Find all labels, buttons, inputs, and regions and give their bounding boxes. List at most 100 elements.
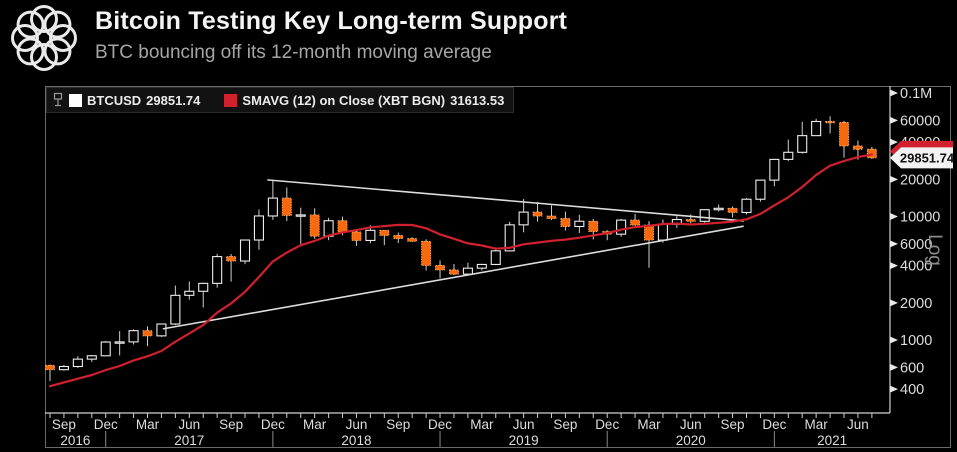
x-month-label: Mar: [637, 417, 661, 432]
y-tick-label: 6000: [900, 237, 932, 253]
x-month-label: Sep: [52, 417, 76, 432]
page-subtitle: BTC bouncing off its 12-month moving ave…: [95, 42, 492, 63]
y-tick-arrow: [890, 363, 898, 371]
candle-2018-06: [351, 231, 362, 241]
logo-loop: [49, 24, 77, 52]
y-tick-label: 4000: [900, 259, 932, 275]
y-axis-labels: 0.1M600004000020000100006000400020001000…: [890, 86, 940, 398]
candle-2018-10: [407, 238, 418, 242]
x-month-label: Sep: [386, 417, 410, 432]
candle-2020-06: [685, 219, 696, 222]
y-tick-arrow: [890, 262, 898, 270]
x-month-label: Mar: [805, 417, 829, 432]
candle-2018-11: [421, 240, 432, 266]
candle-2016-12: [100, 341, 111, 357]
candle-2016-09: [58, 365, 69, 371]
last-price-tag: [890, 147, 953, 169]
candle-2019-01: [449, 269, 459, 275]
trendline-support: [162, 225, 744, 330]
candle-2021-04: [825, 121, 836, 124]
btcusd-series-swatch: [69, 93, 82, 107]
candle-2018-02: [295, 214, 306, 217]
y-tick-arrow: [890, 175, 898, 183]
x-month-label: Dec: [261, 417, 285, 432]
y-tick-arrow: [890, 213, 898, 220]
candle-2017-11: [253, 215, 264, 241]
candle-2020-02: [630, 219, 641, 226]
candle-2019-05: [504, 224, 515, 252]
candle-2020-08: [713, 207, 724, 211]
chart-frame: [45, 86, 951, 448]
y-tick-label: 20000: [900, 172, 940, 188]
candle-2018-07: [365, 229, 376, 241]
x-month-label: Mar: [136, 417, 160, 432]
candle-2020-03: [644, 224, 654, 241]
candle-2017-05: [170, 294, 181, 325]
logo-loop: [30, 5, 58, 33]
candle-2016-08: [45, 364, 55, 371]
candle-2019-07: [532, 211, 543, 217]
y-tick-label: 10000: [900, 210, 940, 226]
y-tick-arrow: [890, 89, 898, 97]
y-tick-label: 60000: [900, 113, 940, 129]
trendline-resistance: [267, 179, 744, 222]
candle-2017-09: [226, 256, 237, 262]
candle-2017-03: [142, 330, 153, 337]
logo-loop: [11, 24, 39, 52]
chart-legend[interactable]: BTCUSD 29851.74 SMAVG (12) on Close (XBT…: [46, 87, 515, 113]
candle-2021-03: [811, 120, 822, 137]
x-year-label: 2016: [60, 433, 90, 448]
smavg-series-value: 31613.53: [450, 92, 505, 108]
x-year-label: 2020: [676, 433, 706, 448]
x-year-label: 2019: [509, 433, 539, 448]
candle-2020-07: [699, 209, 710, 222]
x-year-label: 2017: [174, 433, 204, 448]
logo-loop: [43, 37, 72, 66]
candle-2017-07: [198, 282, 209, 292]
y-tick-arrow: [890, 240, 898, 248]
candle-2019-03: [476, 263, 487, 269]
page-title: Bitcoin Testing Key Long-term Support: [95, 7, 568, 35]
candle-2016-11: [86, 355, 97, 360]
candle-2017-01: [114, 341, 125, 344]
knot-ring-logo-icon: [11, 5, 77, 71]
candle-2020-12: [769, 158, 780, 181]
y-tick-label: 600: [900, 360, 924, 376]
candle-2017-06: [184, 290, 195, 296]
pin-icon[interactable]: [53, 92, 64, 108]
candle-2017-04: [156, 323, 167, 337]
y-tick-label: 0.1M: [900, 86, 932, 102]
candle-2021-05: [839, 121, 849, 147]
x-month-label: Jun: [847, 417, 869, 432]
x-month-label: Mar: [470, 417, 494, 432]
smavg-series-swatch: [224, 93, 238, 107]
candle-2019-08: [546, 215, 557, 219]
candle-2021-06: [852, 145, 863, 150]
log-scale-label[interactable]: Log: [924, 234, 945, 266]
candle-2018-08: [379, 229, 390, 236]
candle-2018-05: [337, 220, 348, 233]
y-tick-arrow: [890, 385, 898, 393]
candle-2017-12: [267, 197, 278, 217]
y-tick-label: 1000: [900, 333, 932, 349]
logo-loop: [16, 10, 45, 39]
candle-2018-12: [435, 264, 445, 271]
last-price-tag-text: 29851.74: [900, 150, 955, 165]
candle-2018-09: [393, 234, 404, 240]
candle-2018-03: [309, 214, 320, 237]
candle-2021-01: [783, 151, 794, 160]
last-price-tags: 29851.74: [890, 140, 955, 169]
candle-2021-02: [797, 135, 808, 153]
candle-2020-09: [727, 207, 738, 213]
candle-2020-10: [741, 198, 752, 214]
y-tick-arrow: [890, 116, 898, 124]
y-tick-label: 2000: [900, 296, 932, 312]
btcusd-series-value: 29851.74: [146, 92, 201, 108]
candle-2019-02: [462, 267, 473, 275]
x-month-label: Jun: [346, 417, 368, 432]
candle-2016-10: [72, 358, 83, 368]
candle-2019-09: [560, 218, 571, 227]
candle-2017-02: [128, 330, 139, 343]
candle-2017-08: [212, 256, 223, 284]
